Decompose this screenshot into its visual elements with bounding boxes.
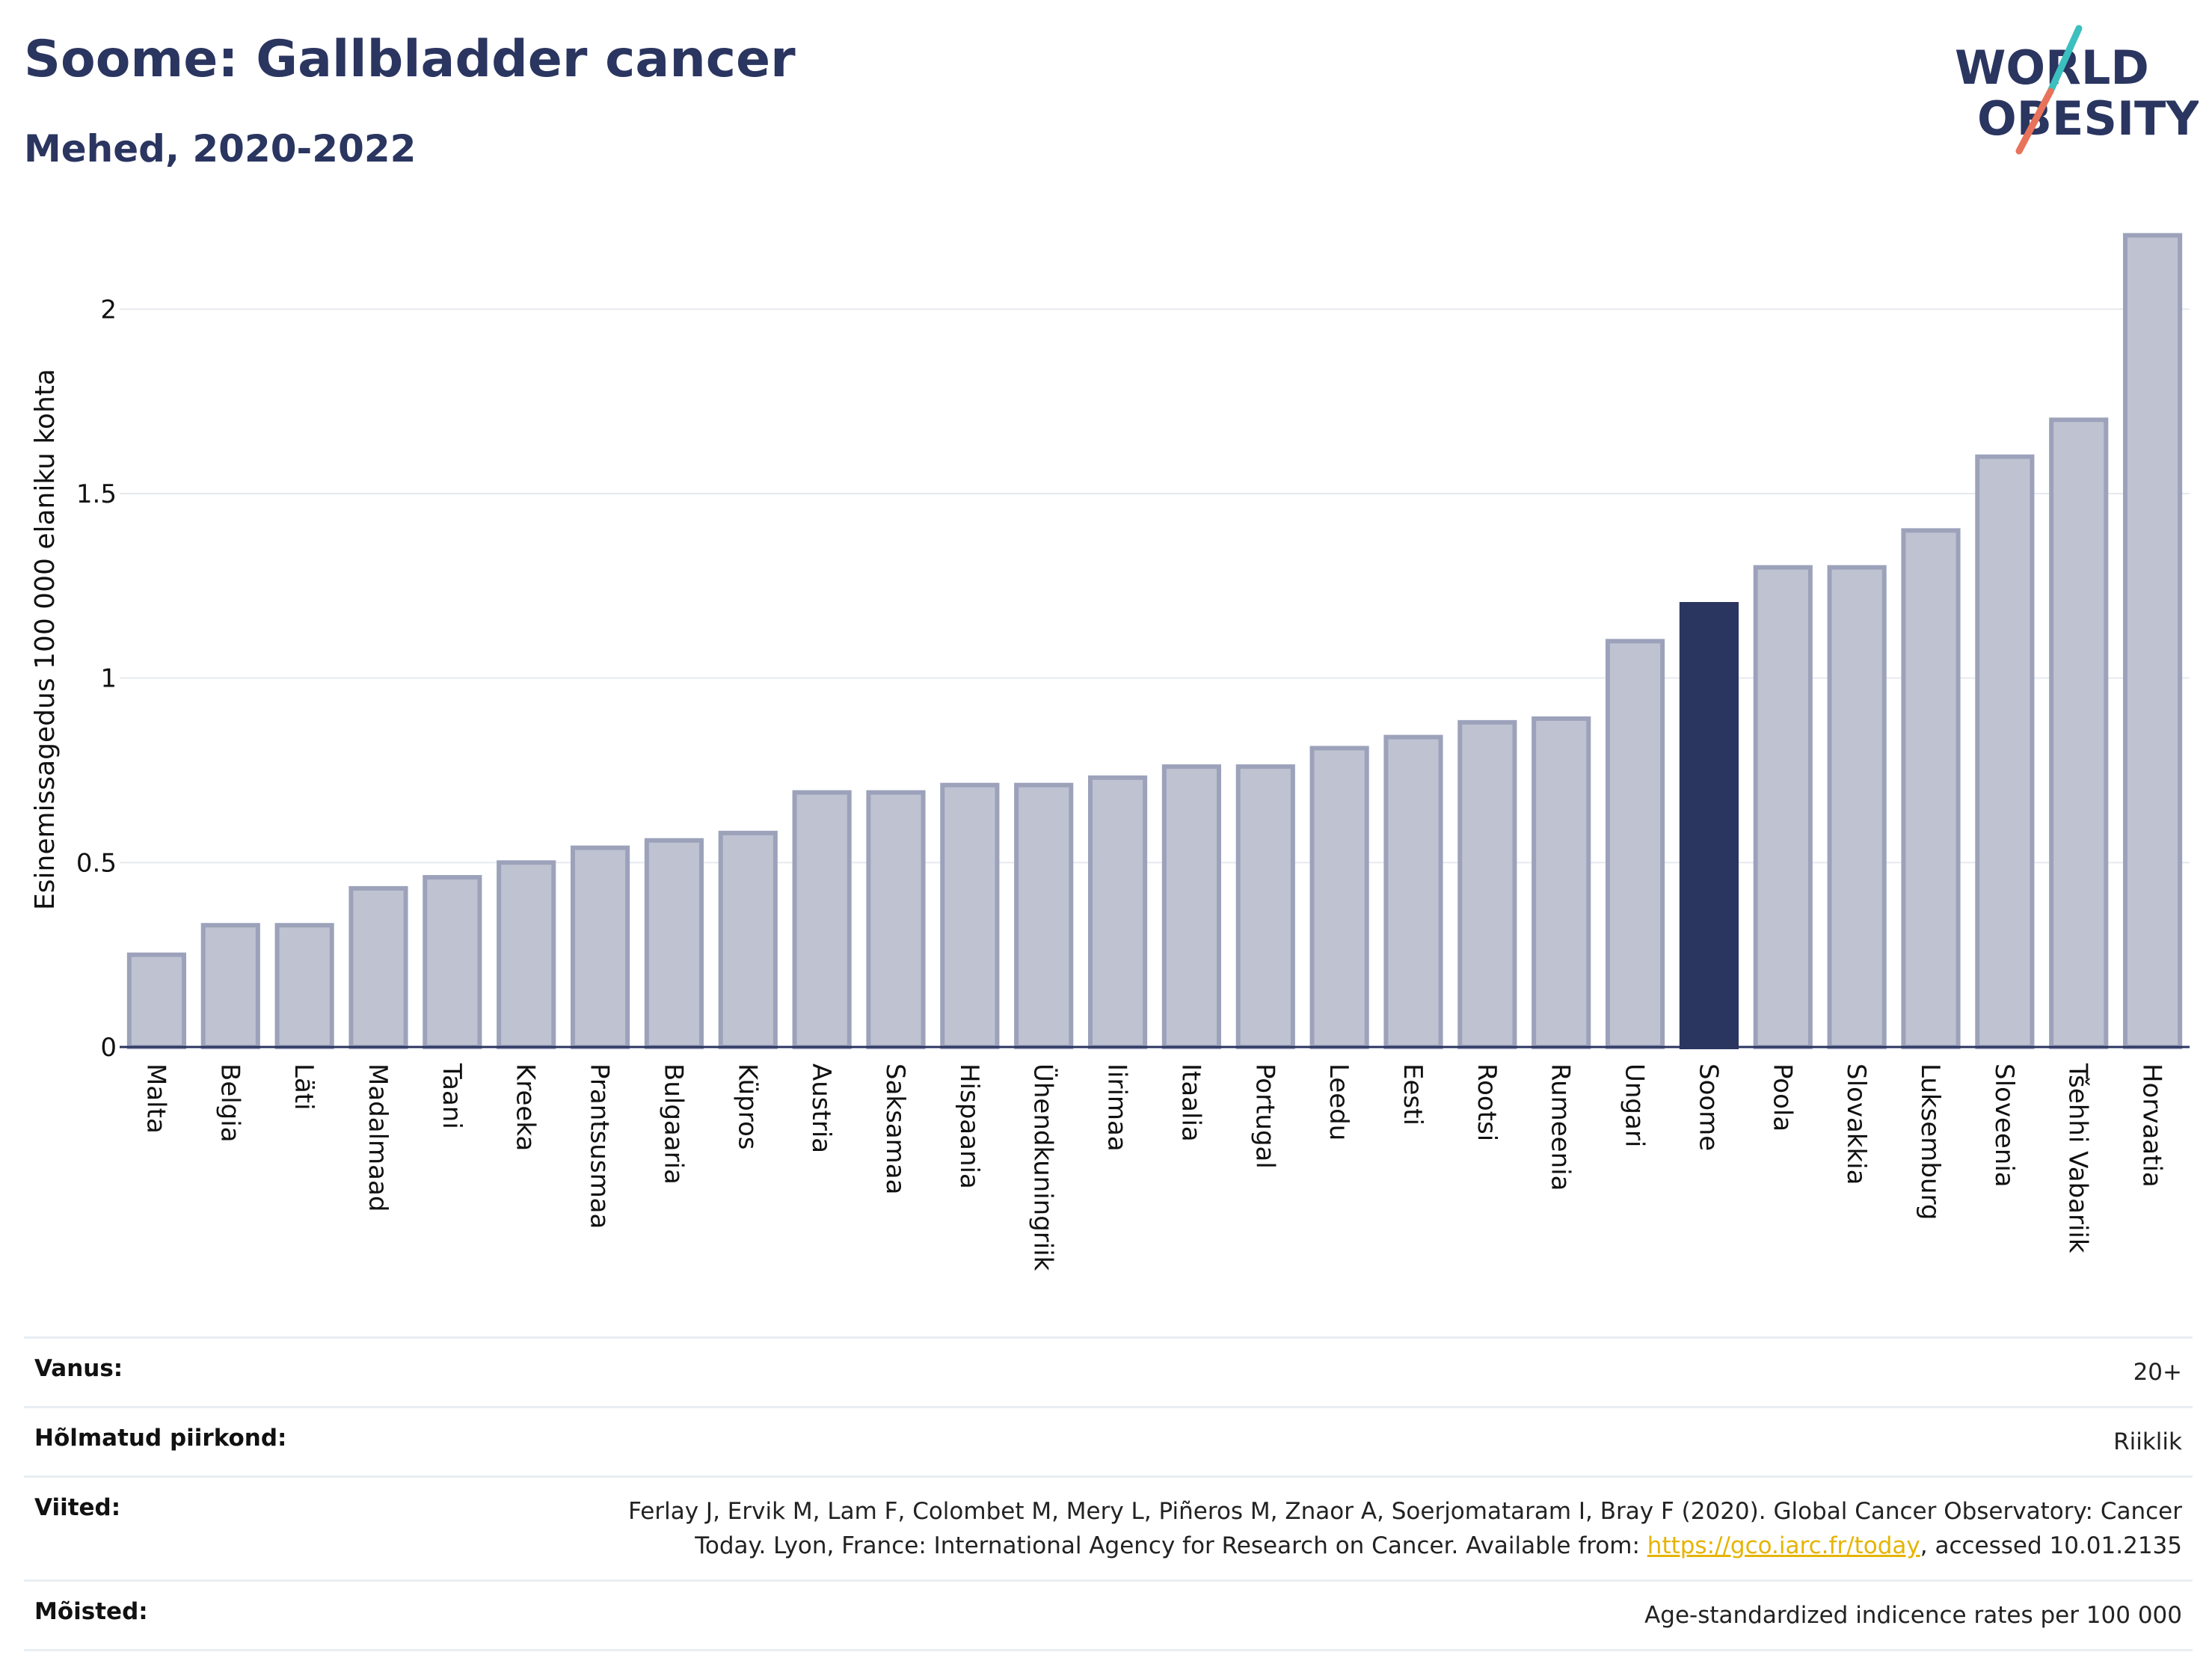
bar-prantsusmaa (570, 845, 630, 1049)
bar-eesti (1383, 734, 1443, 1049)
references-line1: Ferlay J, Ervik M, Lam F, Colombet M, Me… (628, 1498, 2182, 1525)
bar-luksemburg (1901, 528, 1961, 1049)
bar-austria (792, 790, 852, 1049)
x-tick-label: Belgia (215, 1063, 245, 1143)
info-row-age: Vanus: 20+ (24, 1337, 2193, 1407)
logo-slash-teal (2047, 25, 2083, 95)
x-tick-label: Küpros (732, 1063, 762, 1149)
x-tick-label: Prantsusmaa (585, 1063, 615, 1229)
bar-horvaatia (2122, 233, 2183, 1050)
bar-rootsi (1457, 719, 1517, 1049)
age-value: 20+ (2133, 1359, 2182, 1386)
y-tick-label: 0 (100, 1033, 117, 1063)
bar-madalmaad (348, 885, 408, 1050)
x-tick-label: Läti (289, 1063, 319, 1111)
x-tick-label: Itaalia (1176, 1063, 1205, 1142)
chart-title: Soome: Gallbladder cancer (24, 30, 796, 89)
bars (126, 233, 2183, 1050)
definitions-value: Age-standardized indicence rates per 100… (1644, 1602, 2182, 1629)
bar-iirimaa (1087, 775, 1148, 1050)
bar-küpros (718, 830, 778, 1050)
x-tick-label: Horvaatia (2137, 1063, 2167, 1188)
bar-itaalia (1161, 764, 1222, 1049)
bar-leedu (1309, 746, 1369, 1050)
x-tick-label: Slovakkia (1841, 1063, 1871, 1185)
bar-hispaania (940, 782, 1000, 1049)
bar-taani (423, 875, 482, 1049)
x-tick-label: Ungari (1620, 1063, 1650, 1147)
x-axis-labels: Malta Belgia Läti Madalmaad Taani Kreeka Prant… (141, 1063, 2166, 1271)
bar-ungari (1605, 639, 1665, 1049)
x-tick-label: Eesti (1398, 1063, 1428, 1126)
bar-sloveenia (1975, 454, 2035, 1049)
x-tick-label: Rootsi (1472, 1063, 1502, 1141)
x-tick-label: Portugal (1250, 1063, 1279, 1169)
bar-läti (274, 923, 334, 1049)
info-row-definitions: Mõisted: Age-standardized indicence rate… (24, 1580, 2193, 1651)
region-value: Riiklik (2113, 1428, 2182, 1455)
x-tick-label: Iirimaa (1102, 1063, 1132, 1152)
logo-slash-coral (2015, 87, 2054, 155)
age-label: Vanus: (34, 1355, 123, 1382)
definitions-label: Mõisted: (34, 1598, 148, 1625)
bar-slovakkia (1827, 565, 1887, 1049)
info-row-region: Hõlmatud piirkond: Riiklik (24, 1407, 2193, 1477)
bar-malta (126, 952, 187, 1049)
x-tick-label: Soome (1693, 1063, 1723, 1151)
x-tick-label: Malta (141, 1063, 170, 1134)
info-table: Vanus: 20+ Hõlmatud piirkond: Riiklik Vi… (24, 1336, 2193, 1651)
y-tick-label: 2 (100, 295, 117, 325)
y-axis-ticks: 0 0.5 1 1.5 2 (76, 295, 117, 1063)
info-row-references: Viited: Ferlay J, Ervik M, Lam F, Colomb… (24, 1476, 2193, 1581)
references-value: Ferlay J, Ervik M, Lam F, Colombet M, Me… (568, 1477, 2193, 1581)
references-link[interactable]: https://gco.iarc.fr/today (1647, 1532, 1920, 1559)
references-line2-post: , accessed 10.01.2135 (1920, 1532, 2182, 1559)
y-axis-label: Esinemissagedus 100 000 elaniku kohta (30, 369, 61, 910)
x-tick-label: Leedu (1324, 1063, 1354, 1140)
references-line2-pre: Today. Lyon, France: International Agenc… (695, 1532, 1647, 1559)
x-tick-label: Austria (806, 1063, 836, 1153)
bar-chart: 0 0.5 1 1.5 2 Malta Belgia Läti Madalmaad Taani K… (30, 233, 2190, 1271)
x-tick-label: Taani (437, 1063, 467, 1129)
y-tick-label: 1 (100, 664, 117, 694)
x-tick-label: Madalmaad (363, 1063, 393, 1212)
x-tick-label: Bulgaaria (658, 1063, 688, 1185)
bar-rumeenia (1531, 716, 1591, 1050)
bar-portugal (1235, 764, 1295, 1049)
x-tick-label: Kreeka (511, 1063, 541, 1151)
bar-poola (1753, 565, 1813, 1049)
bar-tšehhi-vabariik (2049, 417, 2109, 1049)
x-tick-label: Ühendkuningriik (1028, 1063, 1059, 1271)
y-tick-label: 0.5 (76, 848, 117, 878)
bar-kreeka (497, 860, 556, 1050)
x-tick-label: Saksamaa (880, 1063, 910, 1194)
x-tick-label: Luksemburg (1915, 1063, 1945, 1220)
bar-ühendkuningriik (1014, 782, 1074, 1049)
chart-subtitle: Mehed, 2020-2022 (24, 127, 417, 171)
x-tick-label: Sloveenia (1989, 1063, 2019, 1188)
bar-saksamaa (866, 790, 926, 1049)
logo-line2: OBESITY (1977, 91, 2199, 146)
references-label: Viited: (34, 1494, 121, 1521)
bar-bulgaaria (644, 838, 704, 1049)
x-tick-label: Poola (1767, 1063, 1797, 1132)
y-tick-label: 1.5 (76, 479, 117, 509)
x-tick-label: Tšehhi Vabariik (2063, 1063, 2093, 1253)
bar-soome (1679, 602, 1739, 1049)
x-tick-label: Hispaania (954, 1063, 984, 1189)
region-label: Hõlmatud piirkond: (34, 1425, 287, 1452)
x-tick-label: Rumeenia (1546, 1063, 1576, 1191)
world-obesity-logo: WORLD OBESITY (1955, 25, 2199, 155)
bar-belgia (200, 923, 260, 1049)
